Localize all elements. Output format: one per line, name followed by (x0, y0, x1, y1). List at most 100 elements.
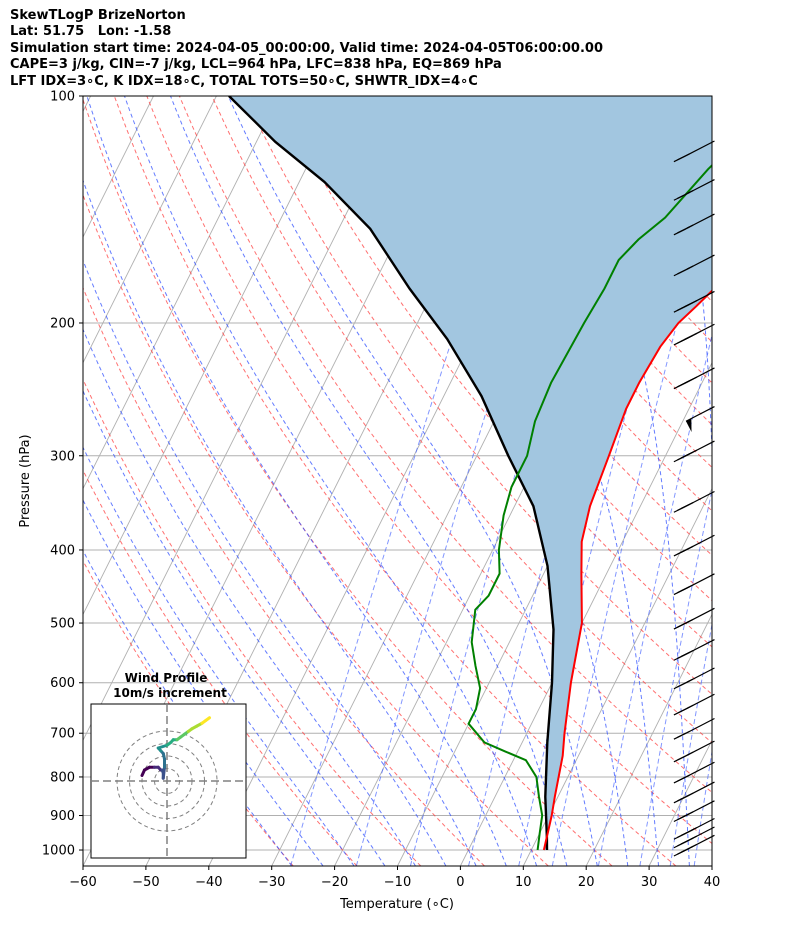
moist-adiabat (124, 96, 538, 866)
x-tick-label: −30 (258, 875, 285, 890)
wind-barb (673, 367, 715, 390)
x-tick-label: −60 (69, 875, 96, 890)
isotherm-line (522, 487, 712, 866)
moist-adiabat (83, 259, 447, 866)
profiles (228, 96, 712, 851)
dry-adiabat (83, 559, 294, 866)
dewpoint-profile (467, 163, 712, 851)
x-tick-label: 30 (641, 875, 658, 890)
moist-adiabat (83, 446, 355, 866)
y-tick-label: 100 (50, 90, 75, 105)
dry-adiabat (211, 96, 712, 744)
isotherm-line (83, 96, 343, 616)
location-line: Lat: 51.75 Lon: -1.58 (10, 24, 172, 40)
x-tick-label: 10 (515, 875, 532, 890)
indices-line-1: CAPE=3 j/kg, CIN=-7 j/kg, LCL=964 hPa, L… (10, 57, 502, 73)
wind-barb (673, 717, 715, 740)
moist-adiabat (530, 96, 690, 866)
hodograph-segment (161, 765, 166, 780)
x-axis-label: Temperature (∘C) (339, 897, 454, 912)
isotherm-line (83, 96, 92, 113)
x-tick-label: −10 (384, 875, 411, 890)
isotherm-line (83, 96, 154, 239)
isotherm-line (711, 864, 712, 866)
mixing-ratio-line (551, 185, 712, 866)
inset-title: Wind Profile (125, 671, 208, 685)
y-tick-label: 600 (50, 676, 75, 691)
dry-adiabat (244, 96, 712, 695)
wind-barb (673, 638, 715, 661)
wind-barb (673, 693, 715, 716)
wind-profile-inset: Wind Profile 10m/s increment (90, 671, 247, 859)
mixing-ratio-line (597, 333, 712, 866)
dry-adiabat (83, 378, 422, 866)
y-tick-label: 200 (50, 316, 75, 331)
mixing-ratio-line (669, 621, 712, 866)
indices-line-2: LFT IDX=3∘C, K IDX=18∘C, TOTAL TOTS=50∘C… (10, 73, 478, 89)
moist-adiabat (83, 498, 324, 866)
x-tick-label: 0 (456, 875, 464, 890)
wind-barb (673, 179, 715, 201)
dry-adiabat (178, 96, 712, 794)
isotherm-line (83, 96, 406, 742)
wind-barb (673, 323, 715, 346)
hodograph-segment (156, 743, 169, 750)
dry-adiabat (83, 469, 358, 866)
y-tick-label: 400 (50, 543, 75, 558)
cape-fill (229, 96, 712, 850)
moist-adiabat (83, 328, 416, 866)
x-tick-label: 40 (704, 875, 721, 890)
isotherm-line (459, 361, 712, 866)
dry-adiabat (406, 96, 712, 469)
inset-subtitle: 10m/s increment (113, 686, 227, 700)
x-tick-label: 20 (578, 875, 595, 890)
y-tick-label: 800 (50, 770, 75, 785)
wind-barbs (673, 140, 715, 857)
wind-barb (673, 817, 715, 840)
x-tick-label: −20 (321, 875, 348, 890)
wind-barb (673, 800, 715, 823)
wind-barb (673, 254, 715, 277)
temperature-profile (542, 289, 712, 851)
dry-adiabat (83, 193, 549, 866)
moist-adiabat (170, 96, 568, 866)
y-axis-label: Pressure (hPa) (18, 434, 33, 527)
wind-barb (673, 213, 715, 236)
moist-adiabat (83, 389, 386, 866)
hodograph-segment (204, 716, 211, 722)
chart-header: SkewTLogP BrizeNorton Lat: 51.75 Lon: -1.… (10, 8, 603, 90)
dry-adiabat (83, 98, 613, 866)
chart-title: SkewTLogP BrizeNorton (10, 8, 186, 23)
y-tick-label: 300 (50, 449, 75, 464)
parcel-profile (228, 96, 555, 851)
y-tick-label: 700 (50, 727, 75, 742)
dry-adiabat (439, 96, 712, 426)
wind-barb (673, 761, 715, 784)
mixing-ratio-line (355, 96, 585, 866)
isotherm-line (585, 613, 712, 866)
wind-barb (673, 740, 715, 763)
y-axis: 100 200 300 400 500 600 700 800 900 1000 (42, 90, 83, 859)
y-tick-label: 1000 (42, 844, 75, 859)
x-axis: −60 −50 −40 −30 −20 −10 0 10 20 30 40 (69, 866, 720, 890)
moist-adiabat (83, 178, 477, 866)
y-tick-label: 900 (50, 809, 75, 824)
cape-area (229, 96, 712, 850)
x-tick-label: −50 (132, 875, 159, 890)
wind-barb (673, 667, 715, 690)
wind-barb (673, 534, 715, 557)
isotherm-line (83, 96, 217, 364)
wind-barb (673, 140, 715, 163)
y-tick-label: 500 (50, 617, 75, 632)
wind-barb (673, 290, 715, 313)
x-tick-label: −40 (195, 875, 222, 890)
wind-barb (673, 834, 715, 857)
mixing-ratio-line (639, 487, 712, 866)
wind-barb (673, 781, 715, 804)
dry-adiabat (146, 96, 712, 845)
isotherm-line (83, 96, 280, 490)
moist-adiabat (86, 96, 507, 866)
time-line: Simulation start time: 2024-04-05_00:00:… (10, 40, 603, 56)
wind-barb (673, 573, 715, 596)
